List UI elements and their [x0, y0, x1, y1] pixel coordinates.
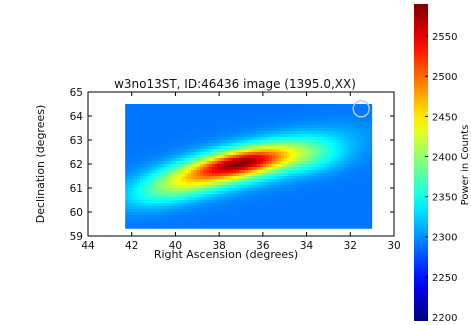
colorbar-tick-label: 2350	[432, 193, 457, 204]
x-tick-label: 30	[387, 240, 400, 252]
colorbar: 2200 2250 2300 2350 2400 2450 2500 2550 Power i…	[414, 4, 471, 324]
x-tick-label: 34	[300, 240, 314, 252]
y-tick-label: 65	[70, 87, 83, 99]
x-tick-label: 40	[169, 240, 182, 252]
colorbar-label: Power in Counts	[460, 125, 471, 206]
colorbar-tick-label: 2400	[432, 152, 457, 163]
x-tick-label: 32	[344, 240, 357, 252]
x-tick-label: 42	[125, 240, 138, 252]
colorbar-tick-label: 2200	[432, 313, 457, 324]
x-tick-label: 44	[81, 240, 95, 252]
y-tick-label: 63	[70, 135, 83, 147]
colorbar-gradient	[414, 4, 428, 321]
y-tick-label: 60	[70, 207, 83, 219]
y-axis: 59 60 61 62 63 64 65	[70, 87, 394, 243]
beam-marker-circle	[352, 100, 370, 118]
heatmap-layer	[125, 104, 373, 229]
colorbar-tick-label: 2250	[432, 273, 457, 284]
y-tick-label: 59	[70, 231, 83, 243]
y-axis-label: Declination (degrees)	[34, 105, 47, 224]
x-axis-label: Right Ascension (degrees)	[154, 248, 298, 261]
x-axis: 44 42 40 38 36 34 32 30	[81, 92, 401, 252]
y-tick-label: 61	[70, 183, 83, 195]
y-tick-label: 64	[70, 111, 84, 123]
colorbar-tick-label: 2550	[432, 32, 457, 43]
x-tick-label: 36	[256, 240, 270, 252]
y-tick-label: 62	[70, 159, 83, 171]
colorbar-tick-label: 2300	[432, 233, 457, 244]
x-tick-label: 38	[212, 240, 225, 252]
colorbar-tick-label: 2500	[432, 72, 457, 83]
colorbar-tick-label: 2450	[432, 112, 457, 123]
chart-title: w3no13ST, ID:46436 image (1395.0,XX)	[114, 77, 356, 91]
